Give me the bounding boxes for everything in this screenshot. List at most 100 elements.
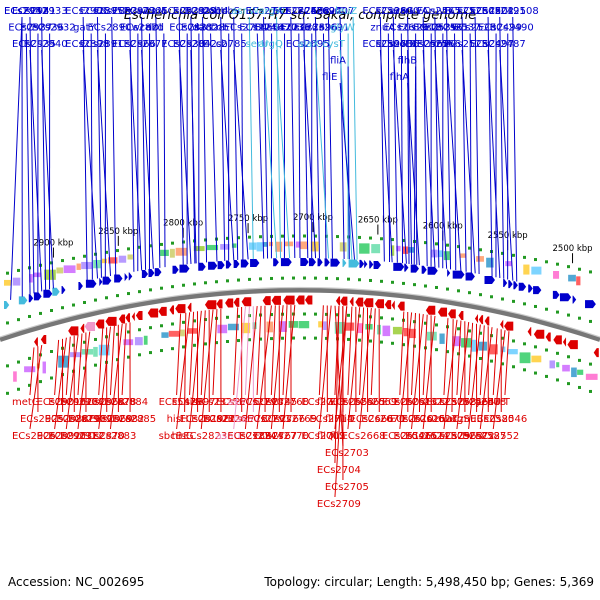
label-leader-line (407, 16, 413, 265)
tick-dot (105, 296, 108, 300)
reverse-gene-arrow (335, 296, 341, 306)
feature-block (549, 360, 556, 369)
tick-dot (512, 365, 515, 369)
tick-dot (270, 276, 273, 280)
tick-dot (50, 350, 53, 353)
gene-label: ECs2932 (32, 23, 76, 34)
gene-label: ECs5470 (254, 23, 298, 34)
feature-block (476, 256, 484, 262)
tick-dot (523, 255, 526, 259)
reverse-gene-arrow (40, 334, 47, 344)
reverse-gene-arrow (545, 332, 551, 342)
tick-dot (534, 345, 537, 349)
label-leader-line (176, 312, 191, 430)
feature-block (505, 261, 512, 267)
label-leader-line (411, 314, 424, 430)
tick-dot (380, 279, 383, 283)
tick-dot (501, 336, 504, 340)
gene-label: glyW (330, 23, 355, 34)
tick-dot (435, 323, 438, 327)
tick-dot (138, 245, 141, 249)
forward-gene-arrow (114, 274, 123, 283)
tick-dot (534, 371, 537, 375)
feature-block (357, 323, 364, 334)
tick-dot (523, 342, 526, 346)
tick-dot (347, 277, 350, 281)
forward-gene-arrow (393, 262, 405, 271)
tick-dot (83, 366, 86, 370)
tick-dot (391, 280, 394, 284)
tick-dot (193, 282, 196, 286)
forward-gene-arrow (572, 295, 577, 304)
feature-block (4, 279, 12, 286)
tick-dot (61, 259, 64, 263)
gene-label: ECs2587 (462, 431, 506, 442)
reverse-gene-arrow (158, 306, 167, 316)
label-leader-line (189, 310, 202, 430)
gene-label: ECs2819 (180, 414, 224, 425)
label-leader-line (327, 16, 333, 259)
feature-block (206, 244, 219, 251)
label-leader-line (290, 16, 296, 259)
tick-dot (259, 337, 262, 341)
tick-dot (479, 293, 482, 297)
forward-gene-arrow (508, 280, 513, 289)
label-leader-line (77, 333, 83, 396)
tick-dot (138, 328, 141, 332)
gene-label: ruvB (429, 6, 452, 17)
gene-label: ECs2823 (183, 431, 227, 442)
label-leader-line (468, 322, 474, 396)
feature-block (98, 344, 110, 356)
label-leader-line (202, 16, 208, 263)
gene-label: ECs2878 (92, 397, 136, 408)
gene-label: leuZ (335, 6, 357, 17)
forward-gene-arrow (78, 282, 83, 291)
tick-dot (171, 241, 174, 245)
scale-label: 2800 kbp (163, 219, 203, 229)
tick-dot (149, 351, 152, 355)
gene-label: ECs2912 (60, 431, 104, 442)
gene-label: ECs2833 (161, 6, 205, 17)
feature-block (371, 244, 381, 254)
tick-dot (248, 277, 251, 281)
accession-text: Accession: NC_002695 (8, 575, 145, 589)
gene-label: ECs2909 (68, 414, 112, 425)
tick-dot (116, 249, 119, 253)
reverse-gene-arrow (147, 308, 159, 318)
tick-dot (182, 345, 185, 349)
gene-label: ECs2724 (273, 6, 317, 17)
feature-tracks (4, 234, 599, 395)
tick-dot (6, 321, 9, 325)
tick-dot (380, 340, 383, 344)
label-leader-line (212, 309, 218, 396)
gene-label: ECs2708 (301, 397, 345, 408)
tick-dot (94, 298, 97, 302)
feature-block (268, 241, 273, 247)
gene-label: ECs2508 (495, 6, 539, 17)
tick-dot (182, 320, 185, 324)
label-leader-line (322, 33, 327, 259)
reverse-gene-arrow (397, 301, 405, 311)
label-leader-line (241, 33, 244, 260)
forward-gene-arrow (217, 261, 225, 270)
label-leader-line (451, 319, 454, 413)
tick-dot (391, 341, 394, 345)
tick-dot (578, 358, 581, 362)
feature-block (531, 266, 542, 275)
reverse-gene-arrow (262, 296, 271, 306)
label-leader-line (334, 306, 348, 430)
feature-block (345, 322, 355, 331)
feature-block (452, 336, 461, 347)
label-leader-line (347, 307, 361, 430)
gene-label: asnV (235, 414, 260, 425)
tick-dot (39, 380, 42, 384)
label-leader-line (10, 16, 23, 300)
tick-dot (413, 320, 416, 324)
forward-gene-arrow (179, 264, 190, 273)
forward-gene-arrow (52, 287, 60, 296)
label-leader-line (109, 323, 123, 430)
gene-label: ECs2822 (191, 414, 235, 425)
gene-label: fliQ (317, 431, 334, 442)
gene-label: ECs2842 (173, 39, 217, 50)
backbone-highlight (0, 286, 600, 338)
